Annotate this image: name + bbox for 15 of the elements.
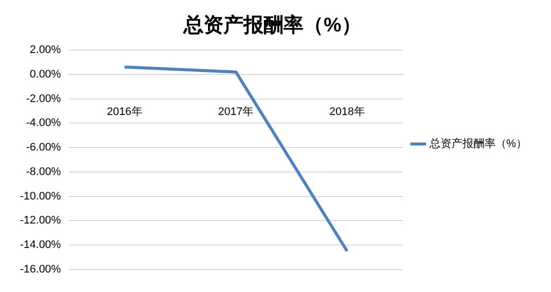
x-tick-label: 2016年 — [106, 106, 142, 118]
y-tick-label: -2.00% — [26, 92, 62, 105]
y-tick-label: -16.00% — [20, 263, 62, 276]
y-tick-label: 0.00% — [30, 68, 62, 80]
x-tick-label: 2018年 — [329, 106, 365, 118]
legend-label: 总资产报酬率（%） — [428, 137, 528, 150]
x-tick-label: 2017年 — [218, 106, 254, 118]
y-tick-label: -12.00% — [20, 214, 62, 227]
chart-title: 总资产报酬率（%） — [182, 14, 362, 37]
y-tick-label: -4.00% — [26, 117, 62, 130]
y-tick-label: 2.00% — [30, 44, 62, 56]
y-tick-label: -8.00% — [26, 166, 62, 178]
y-tick-label: -6.00% — [26, 142, 62, 154]
y-tick-label: -14.00% — [20, 239, 62, 252]
y-tick-label: -10.00% — [20, 190, 62, 202]
